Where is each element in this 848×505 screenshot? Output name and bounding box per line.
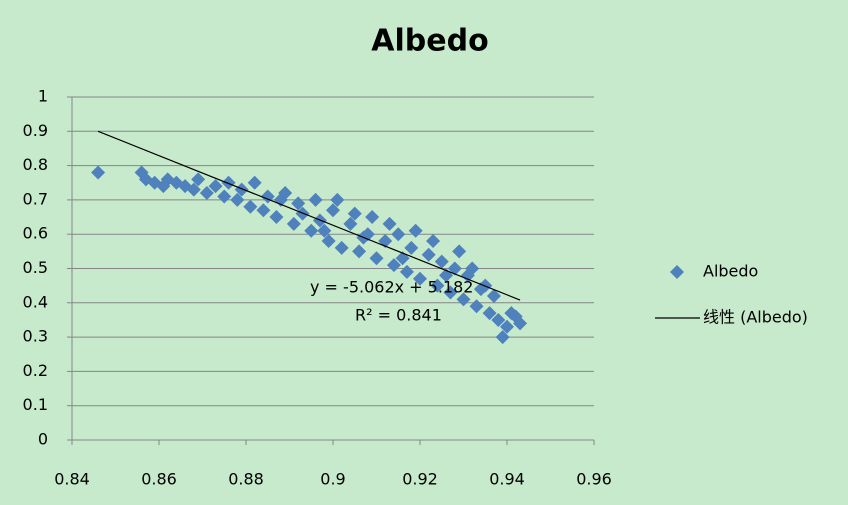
x-tick-label: 0.86 [141,470,177,489]
point [430,278,445,293]
y-tick-label: 0.6 [23,224,48,243]
y-tick-label: 0.4 [23,292,48,311]
point [404,240,419,255]
y-tick-label: 1 [38,87,48,106]
x-tick-label: 0.9 [320,470,345,489]
y-tick-label: 0.8 [23,155,48,174]
point [334,240,349,255]
point [269,210,284,225]
chart-title: Albedo [371,24,488,59]
point [243,199,258,214]
point [256,203,271,218]
legend-marker [670,265,684,279]
point [278,186,293,201]
point [91,165,106,180]
x-tick-label: 0.84 [54,470,90,489]
point [347,206,362,221]
point [191,172,206,187]
point [399,264,414,279]
r-squared: R² = 0.841 [355,306,442,325]
point [365,210,380,225]
point [482,306,497,321]
point [247,175,262,190]
point [208,179,223,194]
legend-label: 线性 (Albedo) [703,308,808,327]
y-tick-label: 0 [38,430,48,449]
y-tick-label: 0.7 [23,189,48,208]
point [465,261,480,276]
point [326,203,340,218]
point [352,244,367,259]
legend-label: Albedo [703,262,758,281]
point [186,182,201,197]
point [434,254,449,269]
point [291,196,306,211]
point [408,223,423,238]
point [391,227,406,242]
point [308,192,323,207]
trendline-equation: y = -5.062x + 5.182 [310,278,473,297]
point [217,189,232,204]
point [500,319,514,334]
y-tick-label: 0.3 [23,327,48,346]
point [199,186,214,201]
point [221,175,236,190]
point [513,316,528,331]
point [369,251,384,266]
y-tick-label: 0.2 [23,361,48,380]
point [452,244,467,259]
y-tick-label: 0.5 [23,258,48,277]
point [386,258,401,273]
x-tick-label: 0.88 [228,470,264,489]
y-tick-label: 0.1 [23,395,48,414]
trendline [97,130,521,301]
point [382,216,397,231]
point [443,285,458,300]
point [456,292,471,307]
point [317,223,332,238]
point [421,247,436,262]
x-tick-label: 0.96 [576,470,612,489]
point [491,312,506,327]
point [486,288,501,303]
point [230,192,245,207]
point [469,299,484,314]
point [426,234,441,249]
point [321,234,336,249]
x-tick-label: 0.94 [489,470,525,489]
x-tick-label: 0.92 [402,470,438,489]
point [234,182,249,197]
point [304,223,319,238]
point [413,271,427,286]
point [495,330,510,345]
point [330,192,345,207]
point [343,216,358,231]
point [286,216,301,231]
y-tick-label: 0.9 [23,121,48,140]
